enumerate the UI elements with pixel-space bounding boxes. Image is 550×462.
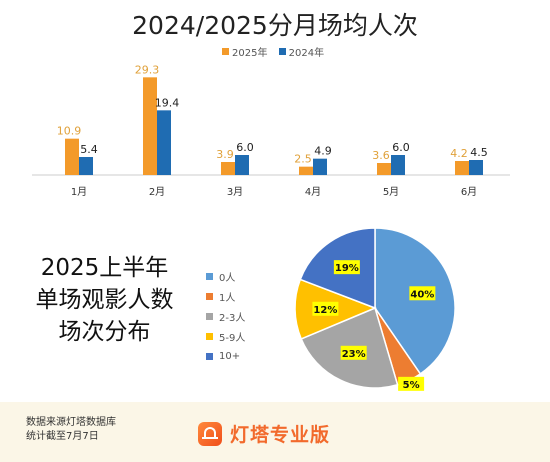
pie-title-line-1: 2025上半年: [40, 255, 169, 281]
bar-2025-6: [455, 161, 469, 175]
bar-2024-2: [157, 110, 171, 175]
pie-chart: 40% 5% 23% 12% 19%: [294, 227, 456, 391]
pie-label-bg-3: [312, 301, 339, 316]
pie-legend-item-3: 5-9人: [206, 326, 245, 346]
legend-item-2025: 2025年: [222, 44, 267, 59]
bar-2024-3: [235, 155, 249, 175]
chart-title: 2024/2025分月场均人次: [132, 11, 418, 40]
pie-legend-label-1: 1人: [219, 292, 236, 304]
data-label-2024-5: 6.0: [392, 141, 410, 154]
pie-label-4: 19%: [335, 263, 359, 274]
bar-2024-6: [469, 160, 483, 175]
x-tick-label-3: 3月: [227, 186, 243, 198]
footer: 数据来源灯塔数据库 统计截至7月7日 灯塔专业版: [0, 402, 550, 462]
pie-legend-dot-4: [206, 352, 213, 360]
pie-legend-label-3: 5-9人: [219, 332, 246, 344]
bar-chart: 10.95.41月29.319.42月3.96.03月2.54.94月3.66.…: [32, 63, 510, 198]
data-label-2024-3: 6.0: [236, 141, 254, 154]
bar-2024-5: [391, 155, 405, 175]
pie-legend-label-4: 10+: [219, 350, 241, 362]
legend-item-2024: 2024年: [278, 44, 325, 59]
lighthouse-icon: [198, 421, 222, 446]
pie-legend-dot-1: [206, 292, 213, 300]
pie-legend-label-2: 2-3人: [219, 312, 246, 324]
pie-legend-item-0: 0人: [206, 266, 245, 286]
data-label-2025-4: 2.5: [294, 153, 312, 166]
pie-label-2: 23%: [342, 349, 366, 360]
legend-label-2025: 2025年: [232, 48, 268, 59]
bar-legend: 2025年 2024年: [222, 44, 332, 59]
bar-2025-5: [377, 163, 391, 175]
data-label-2025-6: 4.2: [450, 147, 468, 160]
data-source-note: 数据来源灯塔数据库 统计截至7月7日: [26, 416, 116, 444]
pie-title-line-2: 单场观影人数: [35, 287, 174, 313]
data-label-2025-5: 3.6: [372, 149, 390, 162]
brand-name: 灯塔专业版: [230, 424, 331, 446]
pie-label-bg-0: [409, 286, 436, 301]
data-label-2025-1: 10.9: [57, 125, 82, 138]
pie-label-0: 40%: [410, 289, 434, 300]
pie-legend-dot-3: [206, 332, 213, 340]
pie-legend-item-2: 2-3人: [206, 306, 245, 326]
bar-2025-3: [221, 162, 235, 175]
pie-title-line-3: 场次分布: [58, 319, 151, 345]
bar-2025-2: [143, 77, 157, 175]
bar-2025-1: [65, 138, 79, 175]
x-tick-label-1: 1月: [71, 186, 87, 198]
pie-chart-title: 2025上半年 单场观影人数 场次分布: [12, 252, 197, 348]
brand-logo: 灯塔专业版: [198, 420, 330, 447]
pie-legend-dot-0: [206, 272, 213, 280]
pie-legend-dot-2: [206, 312, 213, 320]
data-label-2024-4: 4.9: [314, 145, 332, 158]
pie-label-bg-4: [333, 260, 360, 275]
stat-date-line: 统计截至7月7日: [26, 431, 99, 442]
pie-legend-label-0: 0人: [219, 272, 236, 284]
pie-label-bg-2: [340, 345, 367, 360]
data-label-2024-6: 4.5: [470, 146, 488, 159]
pie-slice-0: [374, 227, 456, 375]
pie-label-bg-1: [398, 376, 425, 391]
pie-legend-item-4: 10+: [206, 346, 245, 366]
pie-legend: 0人 1人 2-3人 5-9人 10+: [206, 266, 245, 366]
pie-label-1: 5%: [403, 380, 420, 391]
data-label-2025-3: 3.9: [216, 148, 234, 161]
pie-legend-item-1: 1人: [206, 286, 245, 306]
x-tick-label-2: 2月: [149, 186, 165, 198]
data-label-2025-2: 29.3: [135, 63, 160, 76]
bar-2024-1: [79, 157, 93, 175]
x-tick-label-5: 5月: [383, 186, 399, 198]
bar-2024-4: [313, 158, 327, 175]
pie-label-3: 12%: [313, 305, 337, 316]
data-label-2024-2: 19.4: [155, 96, 180, 109]
legend-swatch-2024: [278, 48, 286, 55]
data-label-2024-1: 5.4: [80, 143, 98, 156]
bar-2025-4: [299, 166, 313, 175]
x-tick-label-4: 4月: [305, 186, 321, 198]
data-source-line: 数据来源灯塔数据库: [26, 417, 116, 428]
legend-swatch-2025: [222, 48, 229, 55]
x-tick-label-6: 6月: [461, 186, 477, 198]
legend-label-2024: 2024年: [288, 48, 325, 59]
